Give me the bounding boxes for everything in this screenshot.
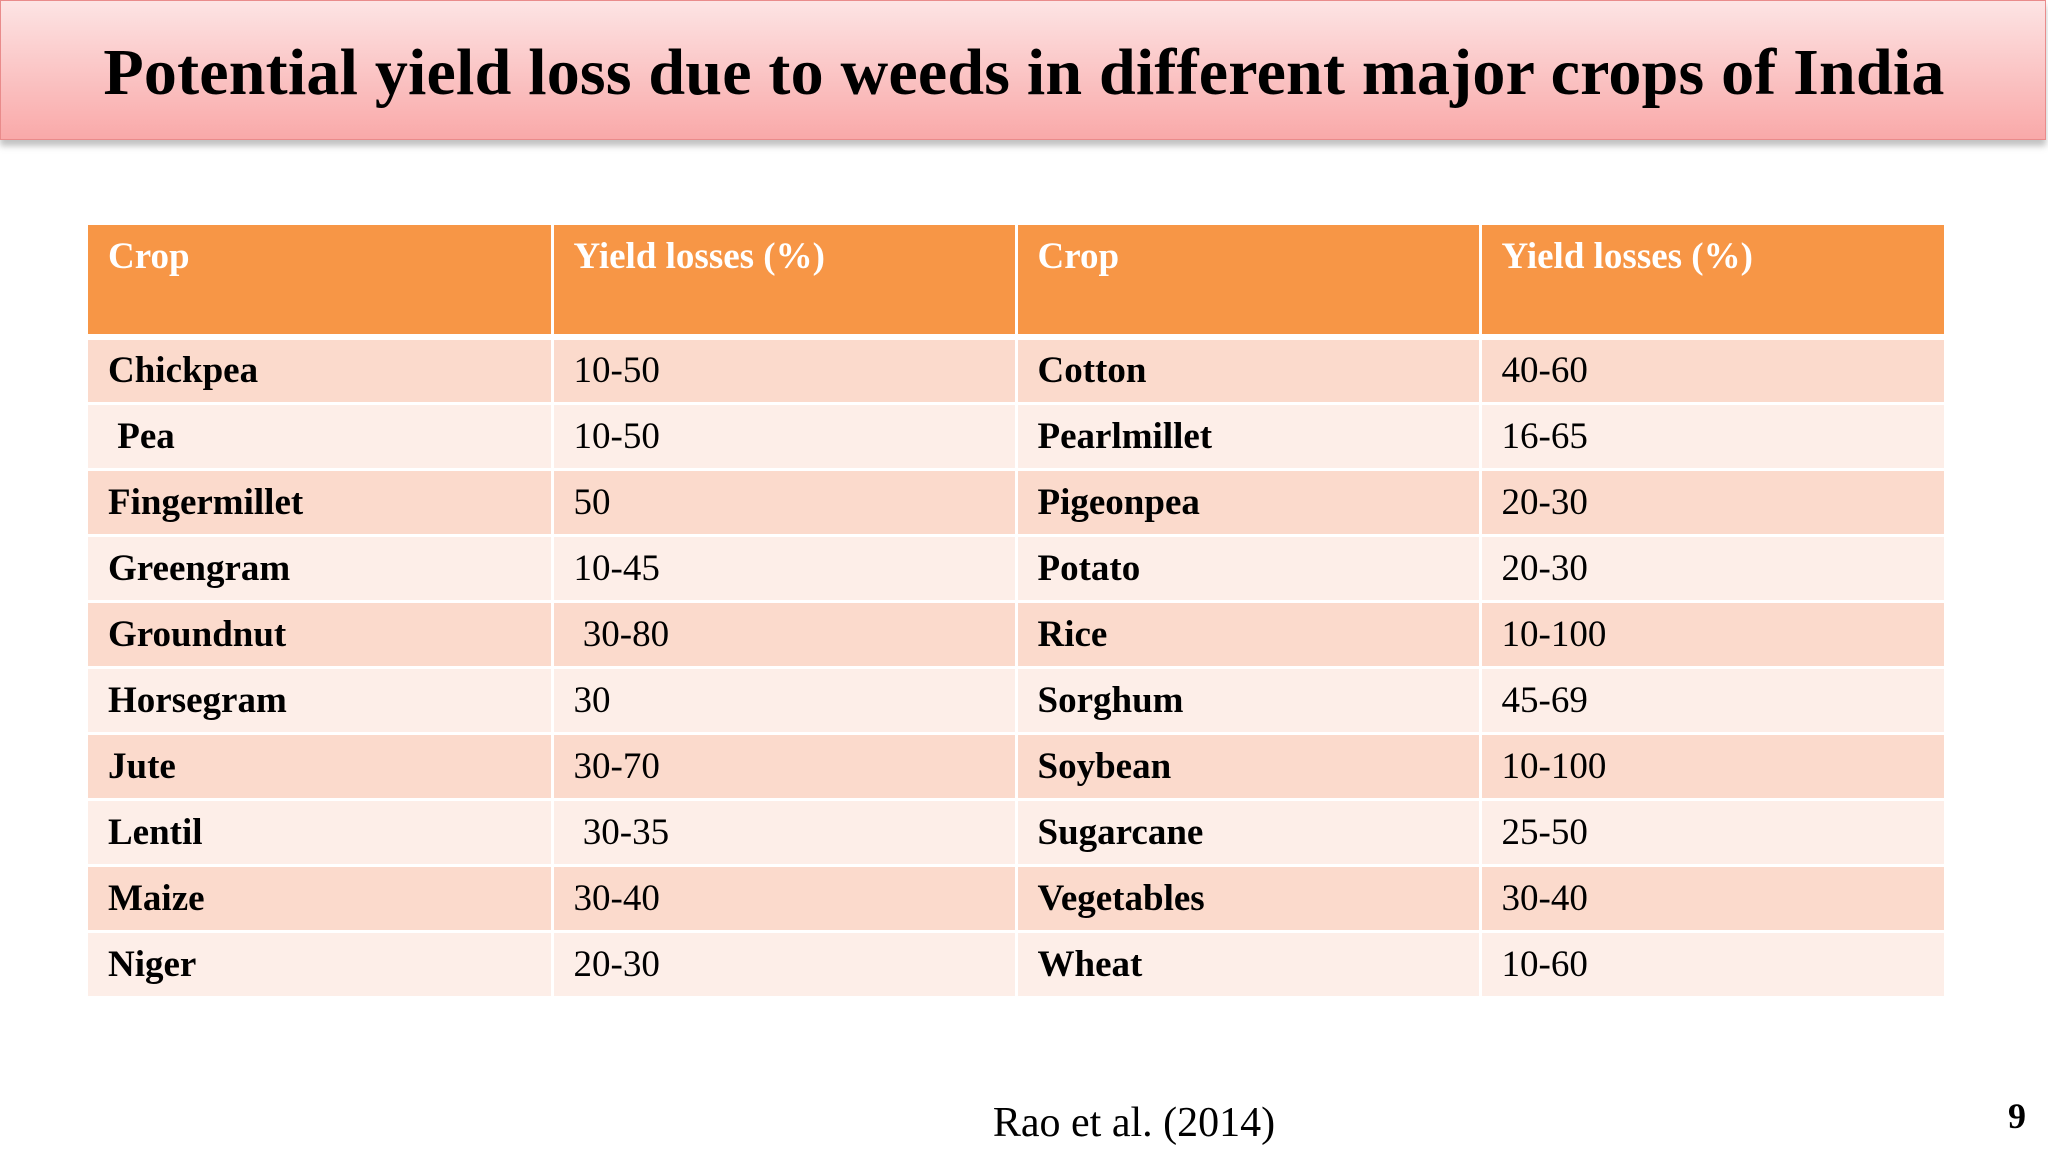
crop-cell: Vegetables <box>1016 865 1482 933</box>
crop-cell: Pearlmillet <box>1016 403 1482 471</box>
yield-loss-cell: 20-30 <box>552 931 1018 999</box>
table-header-row: Crop Yield losses (%) Crop Yield losses … <box>88 225 1944 340</box>
crop-cell: Fingermillet <box>88 469 554 537</box>
yield-loss-cell: 30-40 <box>552 865 1018 933</box>
yield-loss-cell: 10-45 <box>552 535 1018 603</box>
crop-cell: Potato <box>1016 535 1482 603</box>
yield-loss-cell: 45-69 <box>1480 667 1944 735</box>
yield-loss-cell: 30-40 <box>1480 865 1944 933</box>
yield-loss-cell: 10-50 <box>552 337 1018 405</box>
yield-loss-cell: 30-80 <box>552 601 1018 669</box>
yield-loss-cell: 10-100 <box>1480 733 1944 801</box>
yield-loss-cell: 10-60 <box>1480 931 1944 999</box>
crop-cell: Pigeonpea <box>1016 469 1482 537</box>
yield-loss-cell: 25-50 <box>1480 799 1944 867</box>
table-row: Groundnut 30-80 Rice 10-100 <box>88 601 1944 669</box>
yield-loss-cell: 50 <box>552 469 1018 537</box>
yield-loss-cell: 30 <box>552 667 1018 735</box>
crop-cell: Sugarcane <box>1016 799 1482 867</box>
table-row: Chickpea 10-50 Cotton 40-60 <box>88 337 1944 405</box>
crop-cell: Niger <box>88 931 554 999</box>
table-row: Niger 20-30 Wheat 10-60 <box>88 931 1944 999</box>
header-yield-losses-1: Yield losses (%) <box>552 225 1018 340</box>
table-row: Jute 30-70 Soybean 10-100 <box>88 733 1944 801</box>
table-row: Lentil 30-35 Sugarcane 25-50 <box>88 799 1944 867</box>
yield-loss-cell: 40-60 <box>1480 337 1944 405</box>
crop-cell: Chickpea <box>88 337 554 405</box>
yield-loss-cell: 10-50 <box>552 403 1018 471</box>
yield-loss-cell: 30-70 <box>552 733 1018 801</box>
crop-cell: Jute <box>88 733 554 801</box>
crop-cell: Greengram <box>88 535 554 603</box>
yield-loss-cell: 20-30 <box>1480 535 1944 603</box>
table-row: Maize 30-40 Vegetables 30-40 <box>88 865 1944 933</box>
table-row: Horsegram 30 Sorghum 45-69 <box>88 667 1944 735</box>
crop-cell: Maize <box>88 865 554 933</box>
crop-cell: Horsegram <box>88 667 554 735</box>
table-row: Greengram 10-45 Potato 20-30 <box>88 535 1944 603</box>
table-row: Pea 10-50 Pearlmillet 16-65 <box>88 403 1944 471</box>
header-crop-2: Crop <box>1016 225 1482 340</box>
crop-cell: Sorghum <box>1016 667 1482 735</box>
yield-loss-cell: 10-100 <box>1480 601 1944 669</box>
yield-loss-cell: 20-30 <box>1480 469 1944 537</box>
crop-cell: Groundnut <box>88 601 554 669</box>
header-crop-1: Crop <box>88 225 554 340</box>
yield-loss-table: Crop Yield losses (%) Crop Yield losses … <box>88 225 1944 999</box>
slide-title: Potential yield loss due to weeds in dif… <box>103 36 1945 109</box>
yield-loss-cell: 30-35 <box>552 799 1018 867</box>
citation: Rao et al. (2014) <box>992 1100 1276 1146</box>
crop-cell: Cotton <box>1016 337 1482 405</box>
crop-cell: Wheat <box>1016 931 1482 999</box>
crop-cell: Soybean <box>1016 733 1482 801</box>
table-row: Fingermillet 50 Pigeonpea 20-30 <box>88 469 1944 537</box>
crop-cell: Pea <box>88 403 554 471</box>
crop-cell: Lentil <box>88 799 554 867</box>
crop-cell: Rice <box>1016 601 1482 669</box>
title-bar <box>0 0 2046 140</box>
yield-loss-cell: 16-65 <box>1480 403 1944 471</box>
header-yield-losses-2: Yield losses (%) <box>1480 225 1944 340</box>
page-number: 9 <box>2008 1096 2026 1136</box>
